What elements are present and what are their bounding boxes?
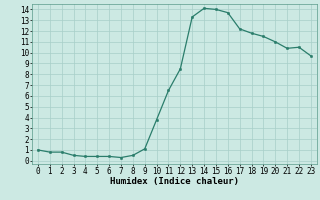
X-axis label: Humidex (Indice chaleur): Humidex (Indice chaleur) [110,177,239,186]
